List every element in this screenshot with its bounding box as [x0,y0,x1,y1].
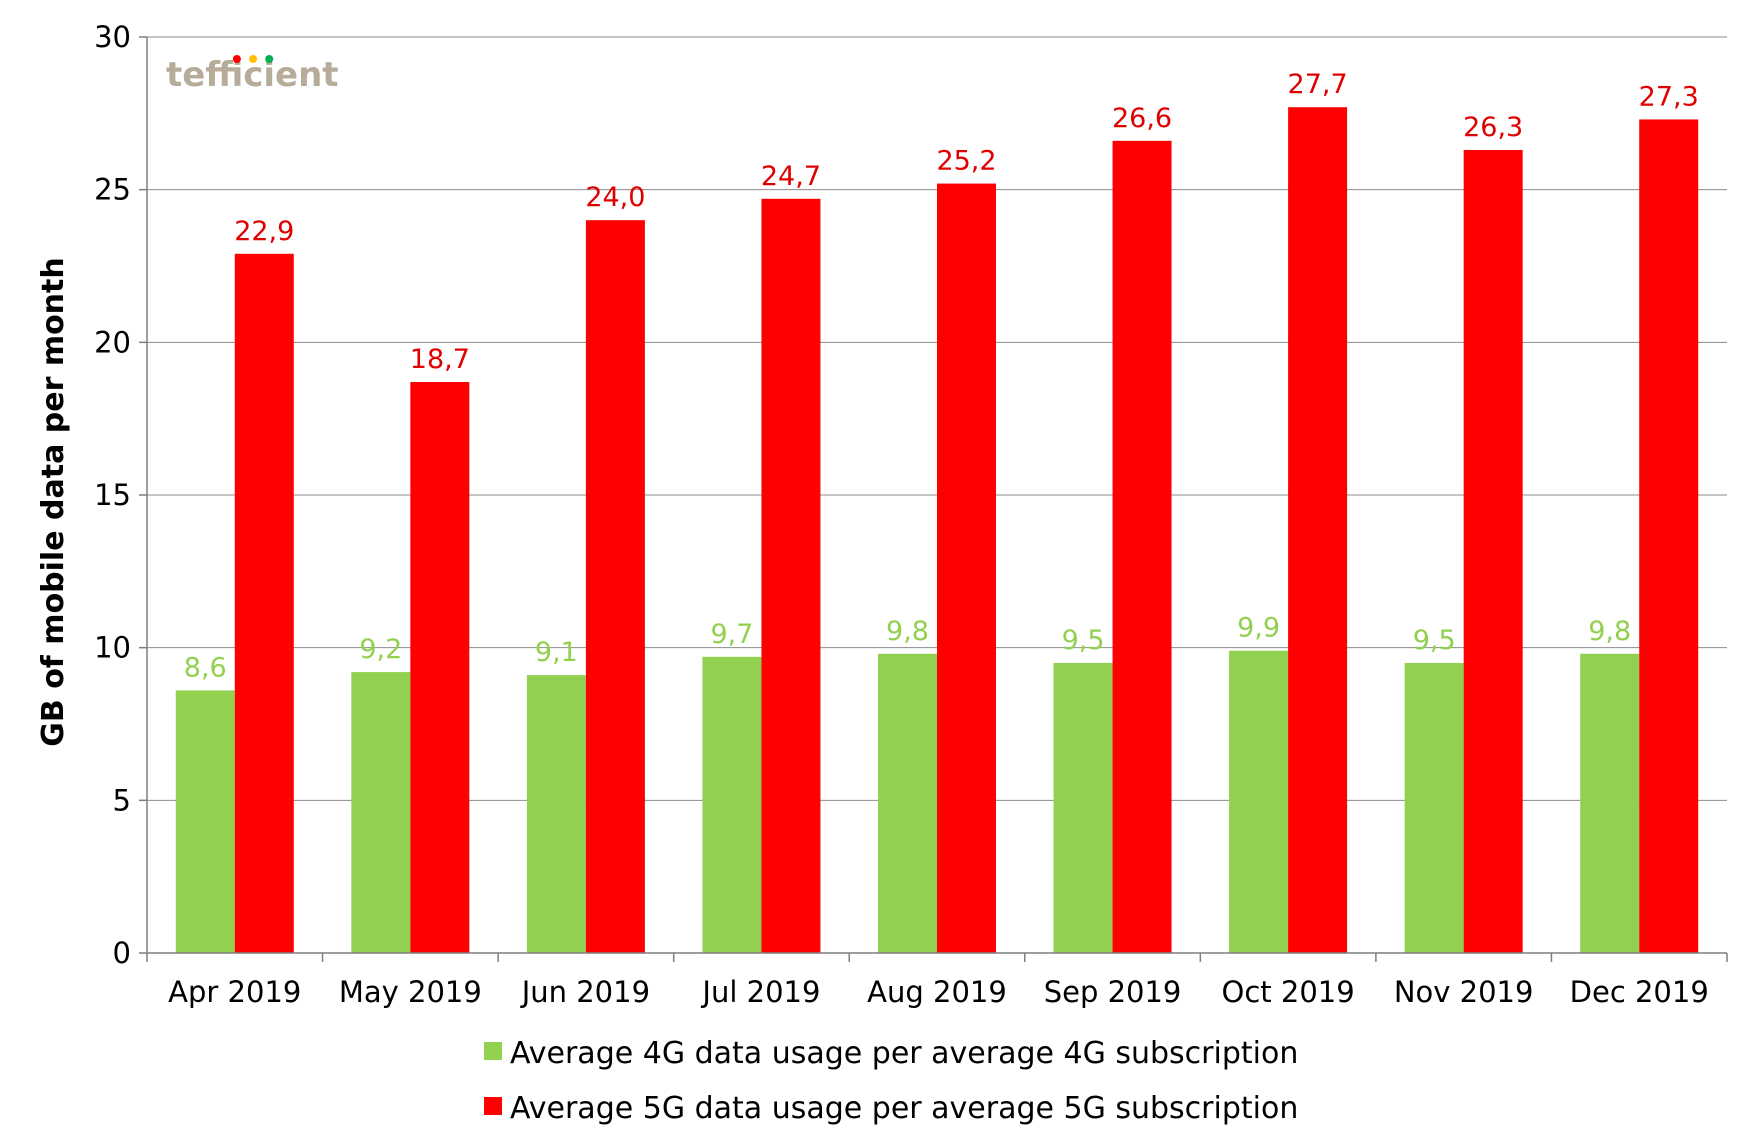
data-label-5g: 27,7 [1288,69,1348,100]
data-label-4g: 9,7 [710,619,753,650]
bar-4g [526,675,586,953]
y-axis-title: GB of mobile data per month [36,257,71,746]
data-label-4g: 9,8 [1588,616,1631,647]
x-tick-label: May 2019 [339,975,482,1009]
bar-5g [1639,119,1699,953]
tefficient-logo: tefficient [166,55,339,95]
data-label-5g: 26,6 [1112,103,1172,134]
logo-dot-yellow [249,55,258,63]
x-tick-label: Jun 2019 [520,975,650,1009]
bar-4g [1404,662,1464,953]
bar-5g [937,183,996,953]
y-tick-label: 15 [94,478,131,512]
data-label-5g: 26,3 [1463,112,1523,143]
bar-4g [702,656,762,953]
data-label-5g: 18,7 [410,344,470,375]
bar-5g [1288,107,1348,953]
x-tick-label: Nov 2019 [1394,975,1534,1009]
legend-item-4g: Average 4G data usage per average 4G sub… [484,1036,1298,1071]
x-tick-label: Jul 2019 [700,975,820,1009]
legend-label-4g: Average 4G data usage per average 4G sub… [510,1036,1298,1071]
data-label-4g: 9,5 [1413,625,1456,656]
data-label-5g: 22,9 [234,216,294,247]
axes: 0 5 10 15 20 25 30 Apr 2019 May 2019 Jun 2019 Jul … [94,20,1728,1009]
data-label-4g: 9,1 [535,637,578,668]
y-tick-label: 0 [113,936,131,970]
data-label-5g: 25,2 [936,146,996,177]
y-tick-label: 10 [94,631,131,665]
y-tick-label: 5 [113,783,131,817]
y-tick-label: 25 [94,173,131,207]
logo-dot-green [265,55,274,63]
x-tick-label: Dec 2019 [1570,975,1709,1009]
legend-swatch-4g [484,1042,502,1060]
bar-5g [585,220,645,953]
bar-4g [175,690,235,953]
data-label-5g: 24,7 [761,161,821,192]
bar-4g [1580,653,1640,953]
x-tick-label: Sep 2019 [1044,975,1182,1009]
legend: Average 4G data usage per average 4G sub… [484,1036,1298,1126]
data-label-4g: 9,9 [1237,613,1280,644]
bar-5g [1463,149,1523,953]
bar-4g [1229,650,1289,953]
y-tick-label: 20 [94,325,131,359]
data-label-4g: 9,8 [886,616,929,647]
bar-4g [351,672,411,953]
legend-item-5g: Average 5G data usage per average 5G sub… [484,1091,1298,1126]
bar-4g [1053,662,1113,953]
bars [175,107,1699,953]
bar-5g [234,253,294,953]
x-tick-label: Aug 2019 [867,975,1007,1009]
legend-swatch-5g [484,1097,502,1115]
data-label-5g: 27,3 [1639,81,1699,112]
data-label-4g: 9,2 [359,634,402,665]
legend-label-5g: Average 5G data usage per average 5G sub… [510,1091,1298,1126]
bar-5g [761,198,821,953]
data-label-4g: 8,6 [184,652,227,683]
x-tick-label: Apr 2019 [168,975,301,1009]
bar-5g [1112,140,1172,953]
x-tick-label: Oct 2019 [1222,975,1355,1009]
data-labels: 8,6 9,2 9,1 9,7 9,8 9,5 9,9 9,5 9,8 22,9 18,7 24,0 2… [184,69,1699,683]
logo-dot-red [232,55,241,63]
data-label-5g: 24,0 [585,182,645,213]
bar-4g [878,653,937,953]
data-label-4g: 9,5 [1062,625,1105,656]
bar-5g [410,382,470,953]
y-tick-label: 30 [94,20,131,54]
